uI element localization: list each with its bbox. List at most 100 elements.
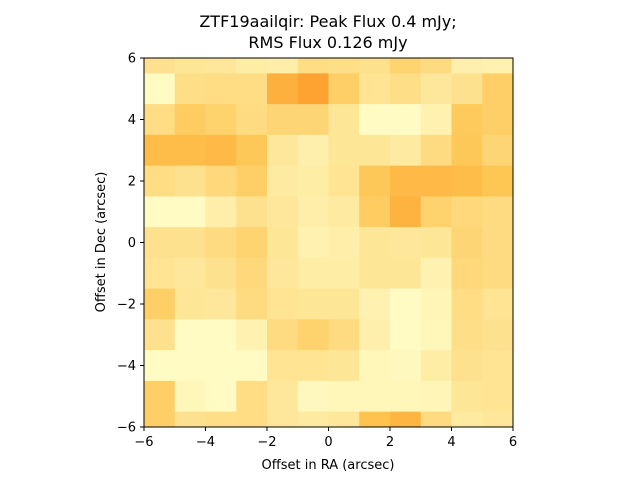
heatmap-cell (451, 380, 483, 413)
heatmap-cell (420, 257, 452, 290)
chart-title-line-2: RMS Flux 0.126 mJy (248, 33, 407, 52)
heatmap-cell (297, 288, 329, 320)
y-tick-label: −2 (117, 298, 136, 313)
heatmap-cell (205, 288, 237, 320)
heatmap-cell (359, 58, 391, 74)
heatmap-cell (390, 134, 422, 167)
heatmap-cell (174, 165, 206, 197)
heatmap-cell (236, 350, 268, 382)
heatmap-cell (236, 165, 268, 197)
heatmap-cell (205, 134, 237, 167)
heatmap-cell (267, 104, 299, 136)
heatmap-cell (390, 227, 422, 259)
heatmap-cell (420, 380, 452, 413)
heatmap-cell (482, 227, 514, 259)
y-tick-label: 6 (128, 52, 136, 67)
heatmap-cell (267, 73, 299, 105)
heatmap-cell (451, 350, 483, 382)
heatmap-cell (420, 411, 452, 428)
heatmap-cell (144, 319, 176, 351)
heatmap-cells (144, 58, 514, 428)
heatmap-cell (390, 257, 422, 290)
heatmap-cell (359, 104, 391, 136)
heatmap-cell (451, 257, 483, 290)
heatmap-cell (482, 104, 514, 136)
heatmap-cell (297, 165, 329, 197)
heatmap-cell (174, 411, 206, 428)
heatmap-cell (482, 380, 514, 413)
x-tick-label: 6 (509, 435, 517, 450)
heatmap-cell (328, 196, 360, 228)
heatmap-cell (359, 319, 391, 351)
heatmap-cell (482, 288, 514, 320)
heatmap-cell (144, 288, 176, 320)
heatmap-cell (144, 73, 176, 105)
heatmap-cell (482, 73, 514, 105)
heatmap-cell (236, 196, 268, 228)
heatmap-cell (267, 411, 299, 428)
heatmap-cell (482, 257, 514, 290)
heatmap-cell (328, 104, 360, 136)
heatmap-cell (451, 411, 483, 428)
heatmap-cell (328, 319, 360, 351)
y-tick-label: −6 (117, 421, 136, 436)
heatmap-cell (174, 104, 206, 136)
heatmap-cell (144, 380, 176, 413)
heatmap-cell (359, 196, 391, 228)
heatmap-cell (451, 319, 483, 351)
heatmap-cell (205, 58, 237, 74)
heatmap-cell (328, 227, 360, 259)
heatmap-cell (359, 380, 391, 413)
heatmap-cell (482, 350, 514, 382)
heatmap-cell (236, 227, 268, 259)
heatmap-cell (390, 350, 422, 382)
heatmap-cell (328, 257, 360, 290)
y-axis-label: Offset in Dec (arcsec) (94, 172, 109, 313)
heatmap-cell (390, 196, 422, 228)
heatmap-cell (359, 165, 391, 197)
heatmap-cell (144, 227, 176, 259)
heatmap-cell (390, 288, 422, 320)
heatmap-cell (267, 134, 299, 167)
y-axis-ticks: −6 −4 −2 0 2 4 6 (117, 52, 144, 436)
heatmap-cell (482, 165, 514, 197)
x-axis-label: Offset in RA (arcsec) (262, 458, 395, 473)
heatmap-cell (420, 288, 452, 320)
heatmap-cell (236, 411, 268, 428)
heatmap-cell (328, 288, 360, 320)
heatmap-cell (205, 73, 237, 105)
heatmap-cell (328, 73, 360, 105)
heatmap-cell (390, 104, 422, 136)
heatmap-cell (420, 165, 452, 197)
heatmap-cell (205, 380, 237, 413)
heatmap-cell (267, 288, 299, 320)
heatmap-cell (328, 134, 360, 167)
heatmap-cell (420, 134, 452, 167)
heatmap-cell (420, 227, 452, 259)
heatmap-cell (267, 319, 299, 351)
y-tick-label: 4 (128, 113, 136, 128)
heatmap-cell (328, 58, 360, 74)
heatmap-cell (359, 288, 391, 320)
heatmap-cell (267, 350, 299, 382)
x-tick-label: 2 (386, 435, 394, 450)
heatmap-cell (451, 104, 483, 136)
heatmap-cell (451, 73, 483, 105)
heatmap-cell (205, 196, 237, 228)
heatmap-cell (390, 319, 422, 351)
heatmap-cell (297, 104, 329, 136)
heatmap-cell (236, 58, 268, 74)
heatmap-cell (451, 196, 483, 228)
heatmap-cell (144, 257, 176, 290)
heatmap-cell (267, 196, 299, 228)
heatmap-cell (420, 104, 452, 136)
heatmap-cell (420, 73, 452, 105)
heatmap-cell (205, 319, 237, 351)
heatmap-cell (482, 319, 514, 351)
heatmap-cell (297, 196, 329, 228)
heatmap-cell (205, 227, 237, 259)
heatmap-cell (451, 227, 483, 259)
heatmap-cell (328, 165, 360, 197)
heatmap-cell (144, 165, 176, 197)
heatmap-cell (359, 227, 391, 259)
